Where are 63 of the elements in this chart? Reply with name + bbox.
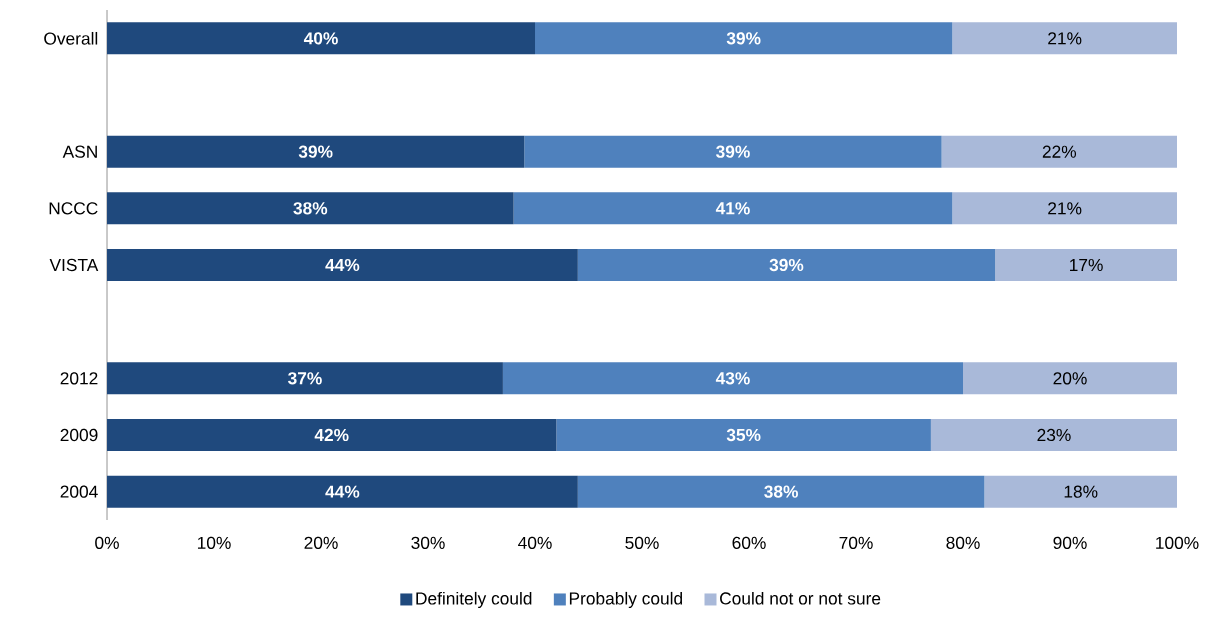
data-label: 35% (726, 428, 761, 442)
x-tick-label: 10% (197, 536, 231, 549)
x-tick-label: 50% (625, 536, 659, 549)
bar (524, 135, 942, 168)
bar (941, 135, 1177, 168)
data-label: 20% (1053, 372, 1087, 385)
y-tick-label: ASN (62, 145, 97, 158)
x-tick-label: 90% (1053, 536, 1087, 549)
bar (952, 22, 1177, 55)
x-tick-label: 100% (1156, 536, 1199, 549)
data-label: 40% (303, 32, 338, 45)
data-label: 22% (1042, 145, 1077, 158)
data-label: 44% (325, 258, 360, 272)
bar (107, 22, 536, 55)
data-label: 44% (325, 485, 360, 498)
bar (995, 249, 1177, 281)
data-label: 39% (298, 145, 333, 158)
bar (577, 249, 996, 281)
data-label: 38% (293, 202, 328, 215)
bar (963, 362, 1177, 395)
legend-label: Definitely could (416, 591, 532, 609)
y-tick-label: VISTA (49, 258, 99, 272)
legend-label: Could not or not sure (720, 591, 881, 605)
data-label: 43% (715, 372, 750, 385)
data-label: 17% (1070, 258, 1103, 272)
legend-label: Probably could (569, 591, 683, 609)
x-tick-label: 60% (732, 536, 766, 549)
bar (502, 362, 963, 395)
data-label: 41% (715, 202, 750, 215)
data-label: 37% (288, 372, 322, 385)
y-tick-label: 2012 (60, 372, 98, 385)
bar (930, 418, 1177, 451)
data-label: 23% (1037, 428, 1071, 442)
bar (107, 475, 578, 508)
data-label: 38% (764, 485, 798, 498)
data-label: 42% (314, 428, 349, 442)
bar (984, 475, 1177, 508)
y-tick-label: NCCC (49, 202, 98, 215)
data-label: 39% (726, 32, 761, 45)
data-label: 39% (769, 258, 804, 272)
bar (107, 362, 503, 395)
x-tick-label: 80% (946, 536, 980, 549)
data-label: 21% (1048, 202, 1082, 215)
data-label: 39% (716, 145, 750, 158)
data-label: 21% (1048, 32, 1082, 45)
bar (107, 249, 578, 281)
bar (107, 192, 514, 225)
x-tick-label: 30% (411, 536, 445, 549)
y-tick-label: Overall (44, 31, 98, 45)
bar (952, 192, 1177, 225)
bar (556, 418, 931, 451)
y-tick-label: 2009 (60, 428, 98, 442)
bar (513, 192, 953, 225)
y-tick-label: 2004 (60, 485, 98, 498)
x-tick-label: 0% (95, 536, 119, 549)
x-tick-label: 40% (518, 536, 552, 549)
data-label: 18% (1064, 485, 1098, 498)
bar (577, 475, 985, 508)
x-tick-label: 70% (839, 536, 873, 549)
bar (107, 135, 525, 168)
bar (107, 418, 557, 451)
x-tick-label: 20% (304, 536, 338, 549)
bar (535, 22, 953, 55)
